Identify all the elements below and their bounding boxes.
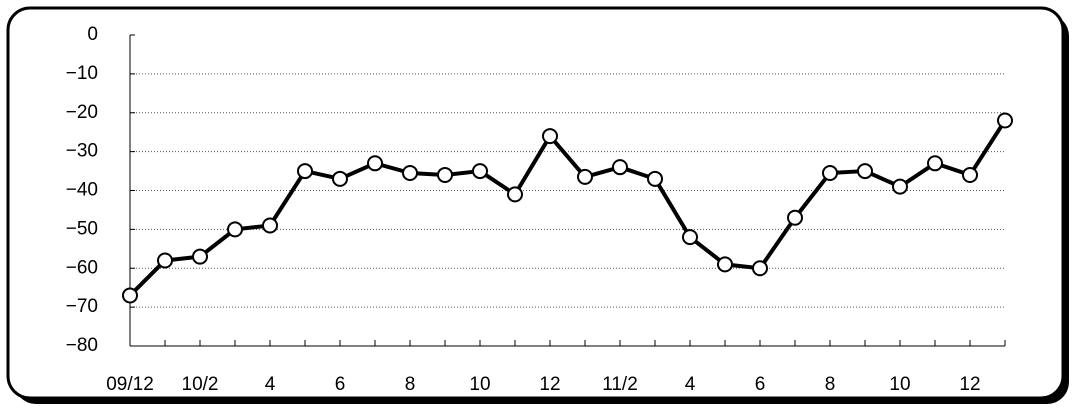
data-point [647, 170, 663, 187]
data-point [962, 166, 978, 183]
data-point [367, 155, 383, 172]
frame [6, 6, 1065, 400]
y-tick-label: −60 [66, 257, 98, 278]
data-point [752, 260, 768, 277]
x-tick-label: 12 [539, 374, 560, 395]
data-point [927, 155, 943, 172]
x-tick-label: 8 [825, 374, 836, 395]
data-point [682, 229, 698, 246]
data-point [822, 165, 838, 182]
data-point [542, 128, 558, 145]
data-point [787, 209, 803, 226]
y-tick-label: −10 [66, 63, 98, 84]
data-point [227, 221, 243, 238]
data-point [472, 163, 488, 180]
data-point [192, 248, 208, 265]
x-tick-label: 6 [335, 374, 346, 395]
x-tick-label: 6 [755, 374, 766, 395]
x-tick-label: 09/12 [106, 374, 154, 395]
data-point [717, 256, 733, 273]
x-tick-label: 10 [469, 374, 490, 395]
data-point [577, 168, 593, 185]
x-tick-label: 12 [959, 374, 980, 395]
data-point [892, 178, 908, 195]
data-point [437, 166, 453, 183]
x-tick-label: 10 [889, 374, 910, 395]
data-point [157, 252, 173, 269]
data-point [262, 217, 278, 234]
y-tick-label: −70 [66, 296, 98, 317]
y-tick-label: −40 [66, 180, 98, 201]
data-point [997, 112, 1013, 129]
y-tick-label: 0 [87, 24, 98, 45]
data-point [612, 159, 628, 176]
y-tick-label: −20 [66, 102, 98, 123]
data-point [122, 287, 138, 304]
data-point [332, 170, 348, 187]
data-point [297, 163, 313, 180]
x-tick-label: 10/2 [182, 374, 219, 395]
data-point [402, 165, 418, 182]
x-tick-label: 8 [405, 374, 416, 395]
data-point [857, 163, 873, 180]
x-tick-label: 4 [265, 374, 276, 395]
y-tick-label: −50 [66, 218, 98, 239]
x-tick-label: 4 [685, 374, 696, 395]
data-point [507, 186, 523, 203]
y-tick-label: −30 [66, 141, 98, 162]
y-tick-label: −80 [66, 335, 98, 356]
x-tick-label: 11/2 [602, 374, 638, 395]
